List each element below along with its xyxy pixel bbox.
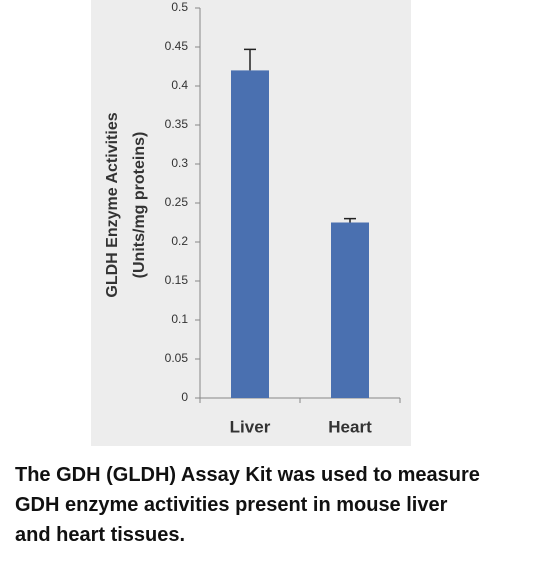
error-bar: [344, 217, 356, 223]
y-axis-label: (Units/mg proteins): [131, 132, 148, 279]
y-axis-label: GLDH Enzyme Activities: [104, 112, 121, 297]
caption-line: and heart tissues.: [15, 524, 186, 546]
y-tick-label: 0.05: [165, 351, 189, 365]
chart: GLDH Enzyme Activities (Units/mg protein…: [91, 0, 411, 446]
x-tick-label: Heart: [328, 417, 372, 436]
y-tick-label: 0.1: [171, 312, 188, 326]
y-tick-label: 0.4: [171, 78, 188, 92]
y-tick-label: 0.3: [171, 156, 188, 170]
x-tick-label: Liver: [230, 417, 271, 436]
bar: [231, 70, 269, 399]
y-tick-label: 0.25: [165, 195, 189, 209]
error-bar: [244, 48, 256, 71]
bar: [331, 222, 369, 398]
y-tick-label: 0.45: [165, 39, 189, 53]
y-tick-label: 0.5: [171, 0, 188, 14]
caption-line: The GDH (GLDH) Assay Kit was used to mea…: [15, 464, 480, 486]
y-tick-label: 0.35: [165, 117, 189, 131]
y-tick-label: 0: [181, 390, 188, 404]
y-tick-label: 0.15: [165, 273, 189, 287]
caption-line: GDH enzyme activities present in mouse l…: [15, 494, 448, 516]
y-tick-label: 0.2: [171, 234, 188, 248]
